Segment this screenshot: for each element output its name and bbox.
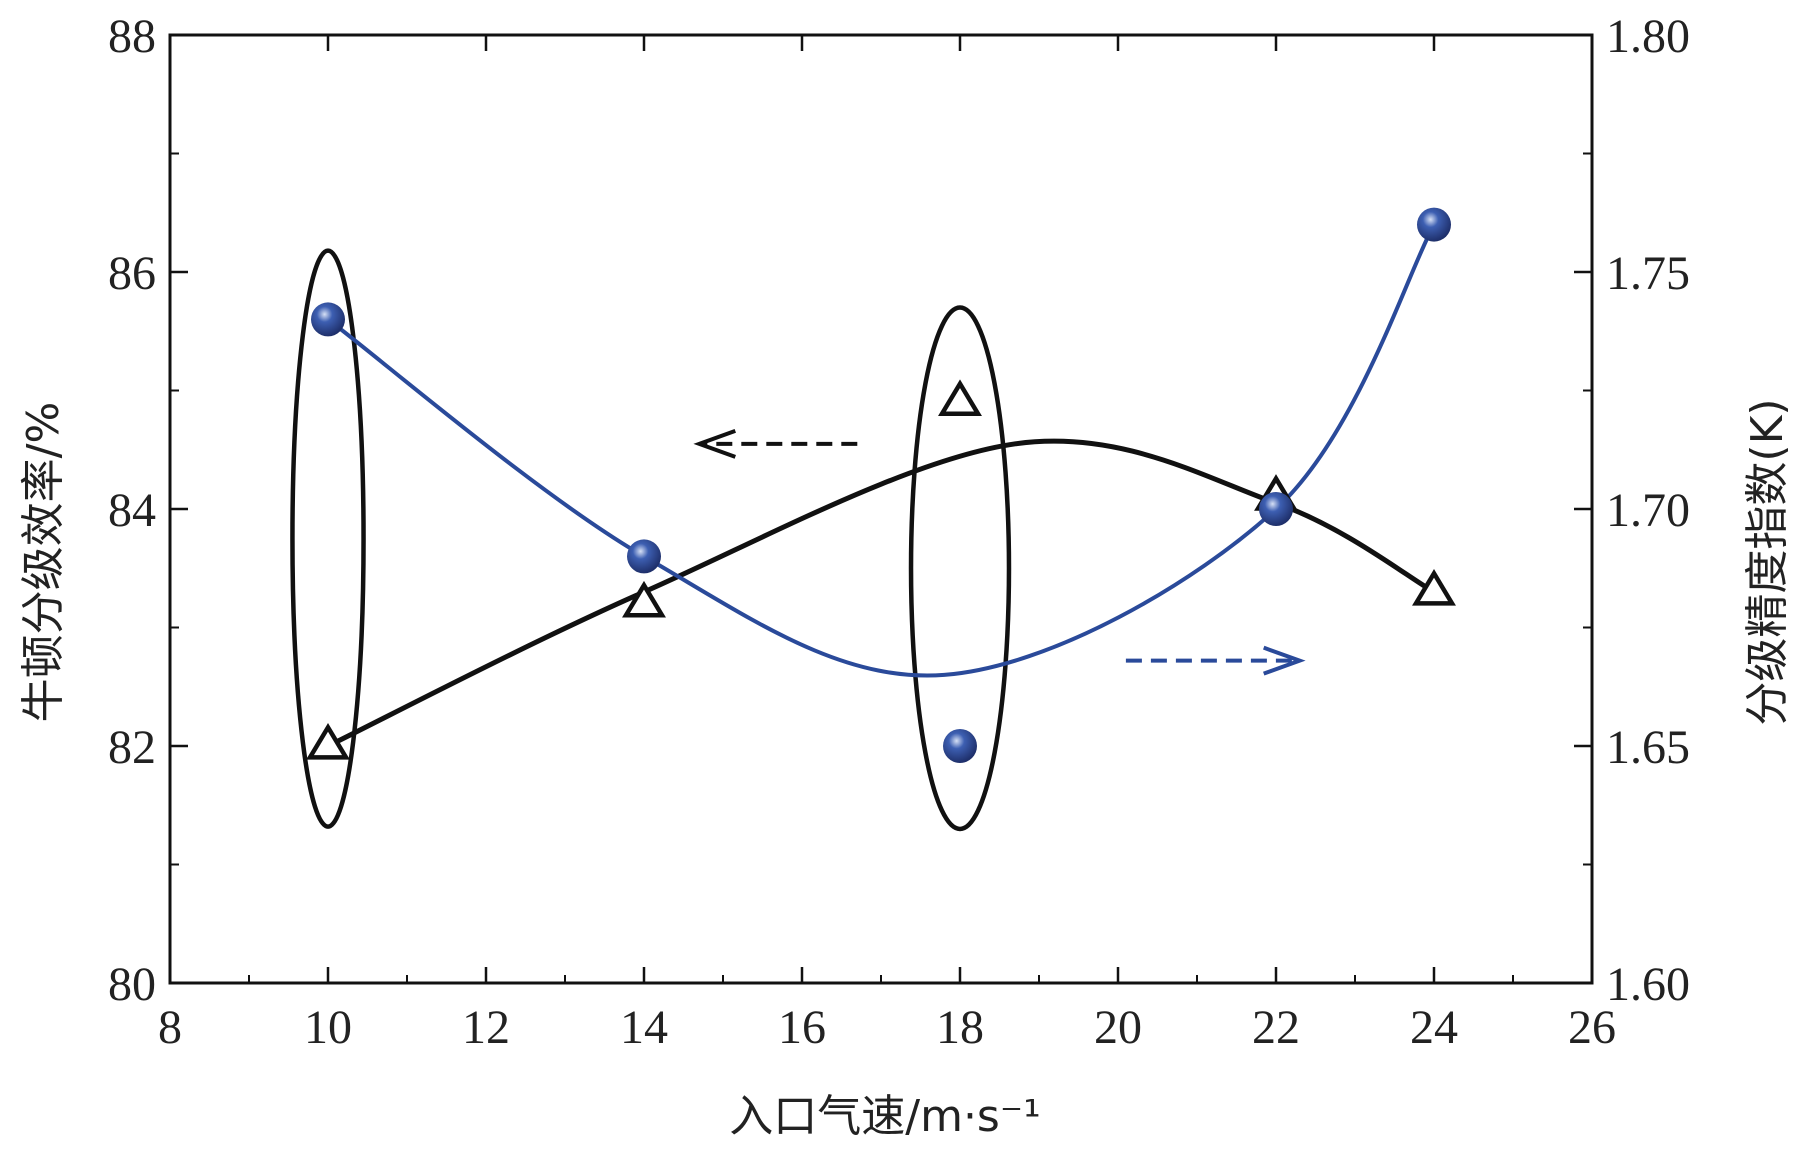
right-y-tick-label: 1.80 (1606, 10, 1690, 63)
precision-point (311, 302, 345, 337)
x-tick-label: 26 (1568, 1001, 1616, 1054)
precision-point (1417, 207, 1451, 242)
left-y-axis-title: 牛顿分级效率/% (18, 402, 69, 723)
right-y-tick-label: 1.60 (1606, 958, 1690, 1011)
precision-point (943, 729, 977, 763)
efficiency-point (938, 379, 982, 416)
right-y-tick-label: 1.70 (1606, 484, 1690, 537)
x-axis-title: 入口气速/m·s⁻¹ (729, 1091, 1040, 1142)
right-y-tick-label: 1.65 (1606, 721, 1690, 774)
x-tick-label: 20 (1094, 1001, 1142, 1054)
x-tick-label: 18 (936, 1001, 984, 1054)
right-y-axis-title: 分级精度指数(K) (1742, 398, 1793, 725)
x-tick-label: 14 (620, 1001, 668, 1054)
plot-frame (168, 33, 1594, 985)
series-layer (306, 207, 1456, 763)
efficiency-fit-curve (326, 438, 1436, 749)
dashed-arrow-head (693, 428, 736, 459)
precision-point (627, 539, 661, 574)
x-tick-label: 10 (304, 1001, 352, 1054)
x-tick-label: 12 (462, 1001, 510, 1054)
efficiency-point (306, 723, 350, 760)
precision-point (1259, 492, 1293, 526)
efficiency-point (622, 580, 666, 618)
dashed-arrow-head (1263, 645, 1306, 676)
grouping-ellipse (290, 248, 366, 829)
x-tick-label: 16 (778, 1001, 826, 1054)
left-y-tick-label: 80 (108, 958, 156, 1011)
efficiency-point (1412, 568, 1456, 606)
left-y-tick-label: 84 (108, 484, 156, 537)
left-y-tick-label: 88 (108, 10, 156, 63)
right-y-tick-label: 1.75 (1606, 247, 1690, 300)
grouping-ellipse (908, 305, 1012, 832)
tick-label-layer: 8 10 12 14 16 18 20 22 24 26 80 82 84 86 88 1.60 1.65 1.7… (108, 10, 1690, 1054)
x-tick-label: 8 (158, 1001, 182, 1054)
axis-title-layer: 入口气速/m·s⁻¹ 牛顿分级效率/% 分级精度指数(K) (18, 398, 1793, 1142)
x-tick-label: 22 (1252, 1001, 1300, 1054)
left-y-tick-label: 86 (108, 247, 156, 300)
left-y-tick-label: 82 (108, 721, 156, 774)
annotation-layer (290, 248, 1306, 832)
plot-area-layer (168, 33, 1594, 985)
precision-fit-curve (326, 223, 1436, 678)
x-tick-label: 24 (1410, 1001, 1458, 1054)
